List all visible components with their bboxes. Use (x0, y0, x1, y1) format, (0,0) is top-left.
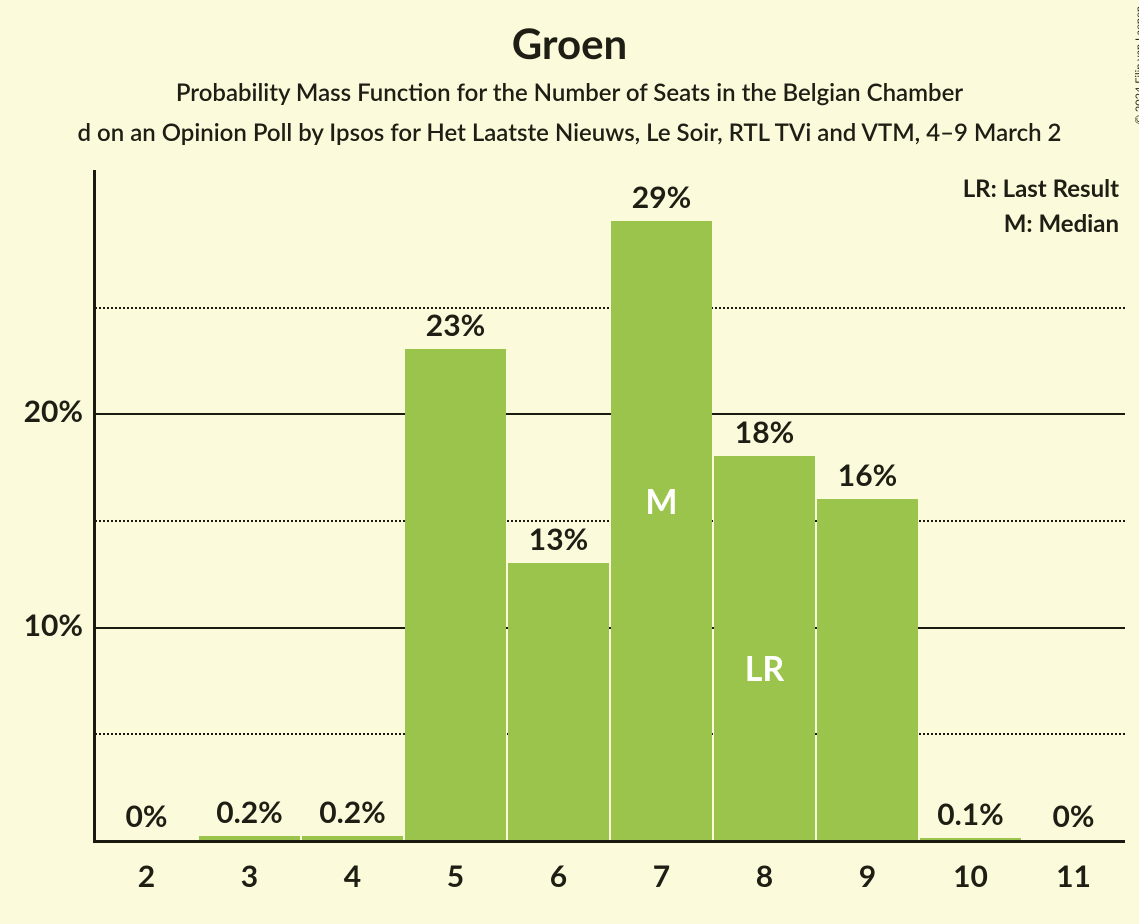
grid-minor (95, 733, 1125, 735)
bar-annotation: LR (714, 648, 815, 689)
x-axis-line (93, 840, 1125, 843)
x-tick-label: 8 (725, 858, 805, 894)
x-tick-label: 2 (107, 858, 187, 894)
y-tick-label: 10% (24, 607, 83, 643)
x-tick-label: 11 (1034, 858, 1114, 894)
legend-line: LR: Last Result (963, 172, 1119, 207)
bar (920, 838, 1021, 840)
bar-value-label: 0.2% (195, 794, 305, 830)
x-tick-label: 9 (828, 858, 908, 894)
bar-value-label: 29% (607, 179, 717, 215)
bar (611, 221, 712, 840)
bar-value-label: 0.2% (298, 794, 408, 830)
chart-title: Groen (0, 18, 1139, 68)
grid-minor (95, 307, 1125, 309)
bar-value-label: 13% (504, 521, 614, 557)
chart-subtitle: Probability Mass Function for the Number… (0, 78, 1139, 107)
bar-value-label: 18% (710, 414, 820, 450)
chart-subsubtitle: d on an Opinion Poll by Ipsos for Het La… (0, 118, 1139, 147)
bar-value-label: 23% (401, 307, 511, 343)
bar (199, 836, 300, 840)
chart-canvas: Groen Probability Mass Function for the N… (0, 0, 1139, 924)
x-tick-label: 7 (622, 858, 702, 894)
bar-value-label: 16% (813, 457, 923, 493)
bar-value-label: 0% (1019, 798, 1129, 834)
bar (302, 836, 403, 840)
y-axis-line (93, 170, 96, 840)
legend: LR: Last ResultM: Median (963, 172, 1119, 242)
x-tick-label: 3 (210, 858, 290, 894)
grid-major (95, 413, 1125, 415)
bar-annotation: M (611, 481, 712, 522)
x-tick-label: 5 (416, 858, 496, 894)
grid-major (95, 627, 1125, 629)
bar-value-label: 0% (92, 798, 202, 834)
bar (508, 563, 609, 840)
y-tick-label: 20% (24, 393, 83, 429)
bar-value-label: 0.1% (916, 796, 1026, 832)
bar (817, 499, 918, 840)
copyright-text: © 2024 Filip van Laenen (1133, 6, 1139, 124)
x-tick-label: 10 (931, 858, 1011, 894)
bar (405, 349, 506, 840)
x-tick-label: 4 (313, 858, 393, 894)
x-tick-label: 6 (519, 858, 599, 894)
legend-line: M: Median (963, 207, 1119, 242)
